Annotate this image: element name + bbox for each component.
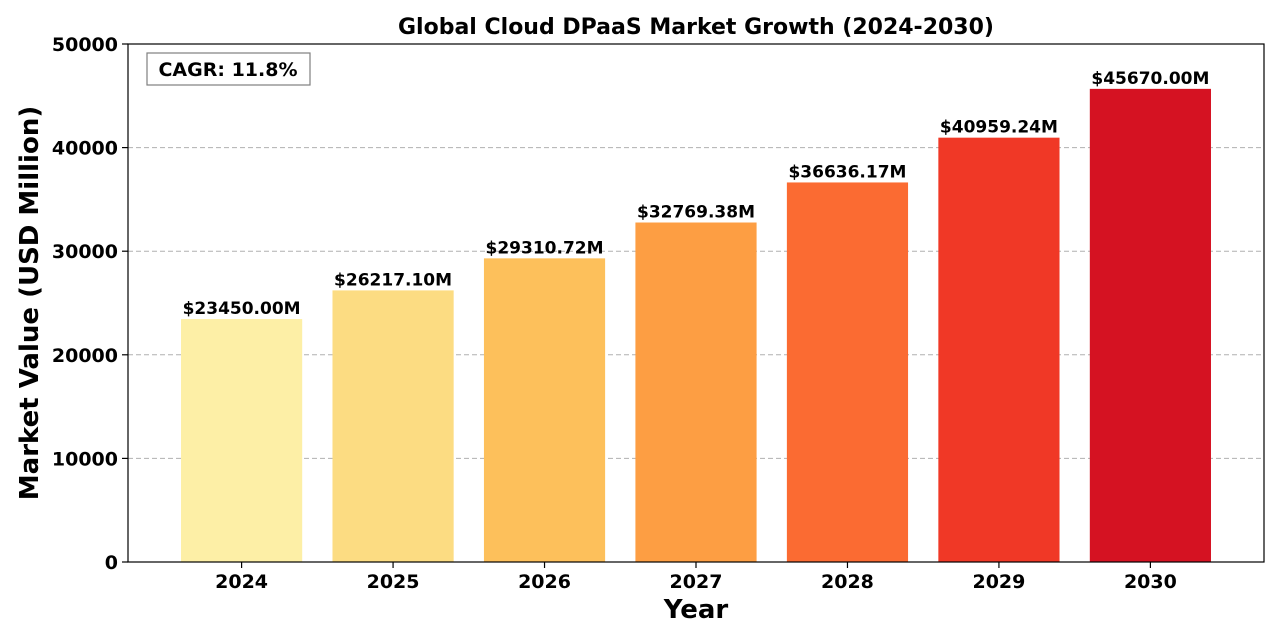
bars [181,88,1211,563]
y-tick-label: 20000 [52,345,118,367]
bar-2024 [181,319,303,562]
bar-value-label: $32769.38M [637,203,755,223]
cagr-annotation-box [146,52,311,86]
y-tick-label: 10000 [52,448,118,470]
y-tick-label: 50000 [52,34,118,56]
x-tick-label: 2029 [972,571,1025,593]
bar-value-labels: $23450.00M $26217.10M $29310.72M $32769.38M… [183,69,1210,319]
cagr-annotation-text: CAGR: 11.8% [158,59,297,81]
bar-2028 [786,182,909,562]
x-axis-ticks: 2024 2025 2026 2027 2028 2029 2030 [215,562,1177,593]
x-tick-label: 2024 [215,571,268,593]
cagr-annotation: CAGR: 11.8% [146,52,311,86]
bar-value-label: $40959.24M [940,118,1058,138]
y-axis-ticks: 0 10000 20000 30000 40000 50000 [52,34,128,574]
bar-2026 [483,258,606,562]
bar-value-label: $23450.00M [183,299,301,319]
bar-value-label: $26217.10M [334,270,452,290]
bar-2030 [1089,88,1211,563]
y-tick-label: 0 [105,552,118,574]
bar-value-label: $45670.00M [1091,69,1209,89]
x-tick-label: 2030 [1124,571,1177,593]
y-axis-label: Market Value (USD Million) [15,106,45,500]
bar-value-label: $29310.72M [486,238,604,258]
x-axis-label: Year [663,595,729,625]
x-tick-label: 2028 [821,571,874,593]
bar-2025 [332,290,454,562]
y-tick-label: 40000 [52,138,118,160]
bar-2029 [938,137,1060,562]
chart-title: Global Cloud DPaaS Market Growth (2024-2… [398,15,994,40]
x-tick-label: 2026 [518,571,571,593]
bar-2027 [635,222,757,562]
x-tick-label: 2027 [670,571,723,593]
x-tick-label: 2025 [367,571,420,593]
y-tick-label: 30000 [52,241,118,263]
bar-value-label: $36636.17M [788,162,906,182]
